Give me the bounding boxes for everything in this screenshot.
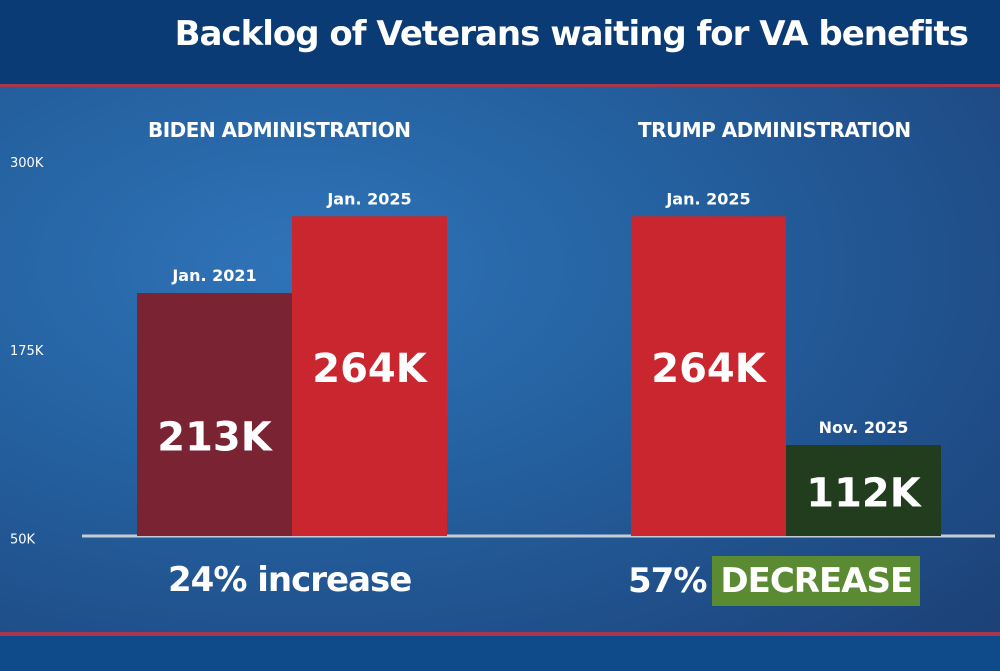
bar-value-label: 112K <box>806 471 922 517</box>
bar-category-label: Jan. 2025 <box>665 189 750 208</box>
y-tick-label: 175K <box>10 344 44 359</box>
bar <box>631 216 786 536</box>
bar-category-label: Jan. 2021 <box>171 266 256 285</box>
bar-value-label: 264K <box>312 346 428 392</box>
bar <box>292 216 447 536</box>
biden-change-word: increase <box>257 560 412 600</box>
y-tick-label: 300K <box>10 156 44 171</box>
bar-category-label: Jan. 2025 <box>326 189 411 208</box>
biden-change-label: 24% increase <box>168 560 412 600</box>
bar <box>786 445 941 536</box>
biden-change-value: 24% <box>168 560 247 600</box>
y-tick-label: 50K <box>10 532 36 547</box>
trump-group-title: TRUMP ADMINISTRATION <box>638 118 911 142</box>
trump-change-value: 57% <box>628 561 707 601</box>
bar-category-label: Nov. 2025 <box>819 418 909 437</box>
trump-change-label: 57% DECREASE <box>628 556 921 606</box>
chart-title: Backlog of Veterans waiting for VA benef… <box>174 14 969 54</box>
header-banner: Backlog of Veterans waiting for VA benef… <box>0 0 1000 87</box>
decrease-badge: DECREASE <box>712 556 921 606</box>
bar-value-label: 213K <box>157 415 273 461</box>
bar <box>137 293 292 536</box>
bar-value-label: 264K <box>651 346 767 392</box>
footer-band <box>0 632 1000 671</box>
biden-group-title: BIDEN ADMINISTRATION <box>148 118 411 142</box>
